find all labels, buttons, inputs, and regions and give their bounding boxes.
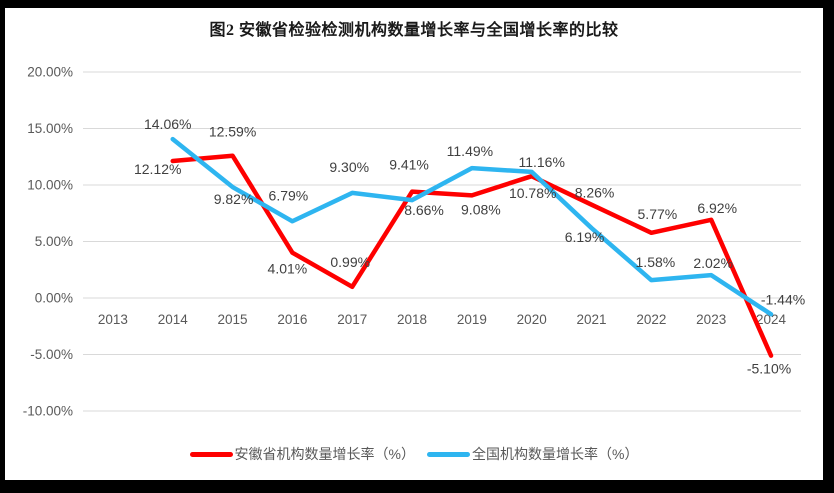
- x-tick-label: 2016: [277, 312, 307, 327]
- legend-label-national: 全国机构数量增长率（%）: [472, 446, 639, 462]
- chart-title: 图2 安徽省检验检测机构数量增长率与全国增长率的比较: [209, 22, 619, 39]
- series-line-1: [170, 136, 774, 317]
- data-label: -5.10%: [747, 361, 791, 377]
- data-label: 6.79%: [269, 187, 309, 203]
- series-line-0: [170, 153, 774, 358]
- data-label: 11.49%: [447, 143, 493, 159]
- y-tick-label: 0.00%: [35, 291, 73, 306]
- x-tick-label: 2024: [756, 312, 787, 327]
- data-label: 12.12%: [134, 161, 181, 177]
- x-tick-label: 2013: [98, 312, 128, 327]
- y-tick-label: -10.00%: [23, 404, 73, 419]
- x-tick-label: 2015: [218, 312, 248, 327]
- y-tick-label: 10.00%: [27, 178, 73, 193]
- legend-label-anhui: 安徽省机构数量增长率（%）: [234, 446, 415, 462]
- y-tick-label: -5.00%: [30, 347, 73, 362]
- data-label: 0.99%: [330, 254, 370, 270]
- data-label: 8.26%: [575, 185, 615, 201]
- data-label: 4.01%: [268, 261, 308, 277]
- x-tick-label: 2014: [158, 312, 189, 327]
- data-label: 11.16%: [518, 154, 564, 170]
- data-label: 6.92%: [697, 200, 737, 216]
- x-tick-label: 2022: [636, 312, 666, 327]
- data-label: 9.30%: [329, 159, 369, 175]
- chart-canvas: 图2 安徽省检验检测机构数量增长率与全国增长率的比较 20.00% 15.00% 1…: [5, 8, 823, 480]
- red-line-swatch: [189, 451, 233, 457]
- y-tick-label: 15.00%: [27, 121, 73, 136]
- legend-item-national: 全国机构数量增长率（%）: [427, 444, 638, 464]
- data-label: -1.44%: [761, 291, 805, 307]
- line-plot: 20.00% 15.00% 10.00% 5.00% 0.00% -5.00% -10.00…: [23, 65, 806, 419]
- x-tick-label: 2020: [517, 312, 547, 327]
- data-label: 14.06%: [144, 116, 191, 132]
- data-label: 9.08%: [461, 201, 501, 217]
- data-label: 9.82%: [214, 191, 254, 207]
- data-label: 12.59%: [209, 124, 256, 140]
- legend-item-anhui: 安徽省机构数量增长率（%）: [189, 444, 415, 464]
- x-tick-label: 2023: [696, 312, 726, 327]
- data-label: 1.58%: [636, 254, 676, 270]
- y-tick-label: 20.00%: [27, 65, 73, 80]
- data-label: 2.02%: [693, 255, 733, 271]
- data-label: 6.19%: [565, 229, 605, 245]
- blue-line-swatch: [427, 451, 470, 457]
- data-label: 10.78%: [509, 185, 556, 201]
- data-label: 9.41%: [389, 157, 429, 173]
- legend: 安徽省机构数量增长率（%） 全国机构数量增长率（%）: [5, 444, 823, 464]
- y-tick-label: 5.00%: [35, 234, 73, 249]
- data-label: 5.77%: [638, 206, 678, 222]
- x-tick-label: 2019: [457, 312, 487, 327]
- x-tick-label: 2021: [577, 312, 607, 327]
- x-tick-label: 2017: [337, 312, 367, 327]
- x-tick-label: 2018: [397, 312, 427, 327]
- data-label: 8.66%: [404, 202, 444, 218]
